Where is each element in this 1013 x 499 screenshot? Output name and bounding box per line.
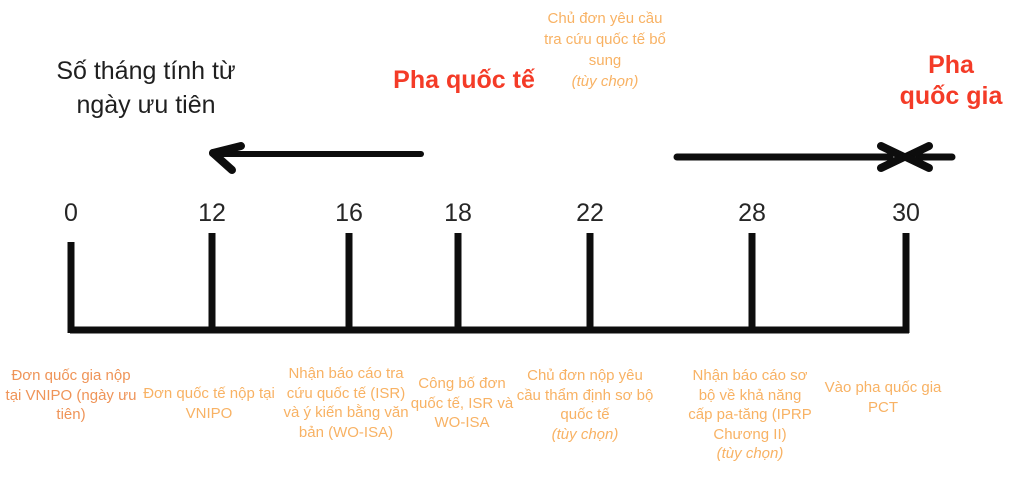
month-label-16: 16 — [335, 199, 363, 227]
event-label-month-28: Nhận báo cáo sơ bộ về khả năng cấp pa-tă… — [685, 366, 815, 464]
event-note: (tùy chọn) — [551, 425, 619, 443]
annotation-text: Chủ đơn yêu cầu tra cứu quốc tế bổ sung — [544, 10, 666, 69]
national-phase-arrows — [673, 142, 956, 172]
event-text: Công bố đơn quốc tế, ISR và WO-ISA — [410, 375, 514, 431]
month-label-0: 0 — [64, 199, 78, 227]
event-label-month-18: Công bố đơn quốc tế, ISR và WO-ISA — [403, 374, 521, 433]
event-label-month-30: Vào pha quốc gia PCT — [824, 378, 942, 417]
month-label-12: 12 — [198, 199, 226, 227]
international-phase-arrow — [209, 142, 424, 174]
month-label-28: 28 — [738, 199, 766, 227]
month-label-22: 22 — [576, 199, 604, 227]
annotation-note: (tùy chọn) — [571, 73, 639, 90]
phase-label-national: Pha quốc gia — [899, 51, 1003, 110]
event-text: Đơn quốc tế nộp tại VNIPO — [143, 385, 275, 422]
event-label-month-16: Nhận báo cáo tra cứu quốc tế (ISR) và ý … — [282, 364, 410, 442]
event-label-month-0: Đơn quốc gia nộp tại VNIPO (ngày ưu tiên… — [3, 366, 139, 425]
event-note: (tùy chọn) — [716, 445, 784, 462]
event-text: Đơn quốc gia nộp tại VNIPO (ngày ưu tiên… — [5, 367, 137, 423]
month-label-30: 30 — [892, 199, 920, 227]
event-text: Chủ đơn nộp yêu cầu thẩm định sơ bộ quốc… — [516, 367, 654, 423]
event-label-month-12: Đơn quốc tế nộp tại VNIPO — [143, 384, 275, 423]
event-label-month-22: Chủ đơn nộp yêu cầu thẩm định sơ bộ quốc… — [515, 366, 655, 444]
event-text: Nhận báo cáo sơ bộ về khả năng cấp pa-tă… — [688, 367, 812, 443]
event-text: Nhận báo cáo tra cứu quốc tế (ISR) và ý … — [283, 365, 409, 441]
axis-title: Số tháng tính từ ngày ưu tiên — [56, 57, 236, 119]
timeline-ticks — [67, 233, 910, 333]
annotation-supplementary-search: Chủ đơn yêu cầu tra cứu quốc tế bổ sung … — [543, 8, 667, 92]
phase-label-international: Pha quốc tế — [393, 66, 535, 94]
event-text: Vào pha quốc gia PCT — [824, 379, 942, 416]
month-label-18: 18 — [444, 199, 472, 227]
